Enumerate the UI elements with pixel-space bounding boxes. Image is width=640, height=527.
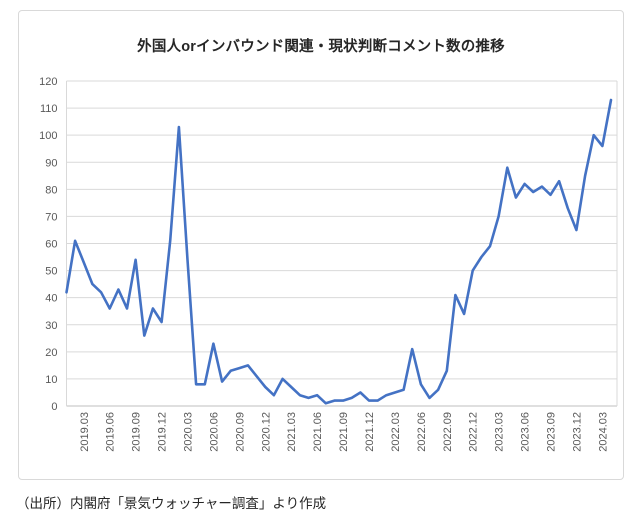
- source-note: （出所）内閣府「景気ウォッチャー調査」より作成: [16, 496, 327, 511]
- x-tick-label: 2022.12: [468, 412, 480, 452]
- y-tick-label: 50: [45, 266, 57, 278]
- chart-area: 外国人orインバウンド関連・現状判断コメント数の推移: [18, 10, 624, 480]
- x-tick-label: 2021.06: [312, 412, 324, 452]
- y-tick-label: 0: [51, 401, 57, 413]
- x-tick-label: 2020.09: [234, 412, 246, 452]
- gridlines: [66, 80, 617, 380]
- y-tick-label: 40: [45, 293, 57, 305]
- y-axis-labels: 0 10 20 30 40 50 60 70 80 90 100 110 120: [39, 76, 57, 413]
- x-tick-label: 2020.06: [208, 412, 220, 452]
- chart-title: 外国人orインバウンド関連・現状判断コメント数の推移: [137, 39, 505, 55]
- x-tick-label: 2019.12: [157, 412, 169, 452]
- series-group: [65, 98, 613, 405]
- axes: [66, 81, 618, 407]
- x-tick-label: 2021.12: [364, 412, 376, 452]
- x-tick-label: 2023.06: [520, 412, 532, 452]
- y-tick-label: 20: [45, 347, 57, 359]
- x-tick-label: 2023.09: [546, 412, 558, 452]
- x-tick-label: 2023.03: [494, 412, 506, 452]
- series-line: [65, 98, 613, 405]
- y-tick-label: 60: [45, 239, 57, 251]
- x-tick-label: 2019.03: [79, 412, 91, 452]
- x-tick-label: 2024.03: [597, 412, 609, 452]
- y-tick-label: 120: [39, 76, 57, 88]
- x-tick-label: 2023.12: [571, 412, 583, 452]
- x-tick-label: 2019.09: [131, 412, 143, 452]
- y-tick-label: 70: [45, 211, 57, 223]
- x-tick-label: 2021.03: [286, 412, 298, 452]
- x-tick-label: 2022.03: [390, 412, 402, 452]
- x-tick-label: 2019.06: [105, 412, 117, 452]
- x-tick-label: 2020.03: [183, 412, 195, 452]
- y-tick-label: 10: [45, 374, 57, 386]
- x-tick-label: 2022.09: [442, 412, 454, 452]
- y-tick-label: 100: [39, 130, 57, 142]
- x-tick-label: 2021.09: [338, 412, 350, 452]
- x-tick-label: 2022.06: [416, 412, 428, 452]
- y-tick-label: 30: [45, 320, 57, 332]
- x-tick-label: 2020.12: [260, 412, 272, 452]
- y-tick-label: 80: [45, 184, 57, 196]
- y-tick-label: 90: [45, 157, 57, 169]
- y-tick-label: 110: [40, 103, 58, 115]
- x-axis-labels: 2019.03 2019.06 2019.09 2019.12 2020.03 2020.…: [79, 412, 610, 452]
